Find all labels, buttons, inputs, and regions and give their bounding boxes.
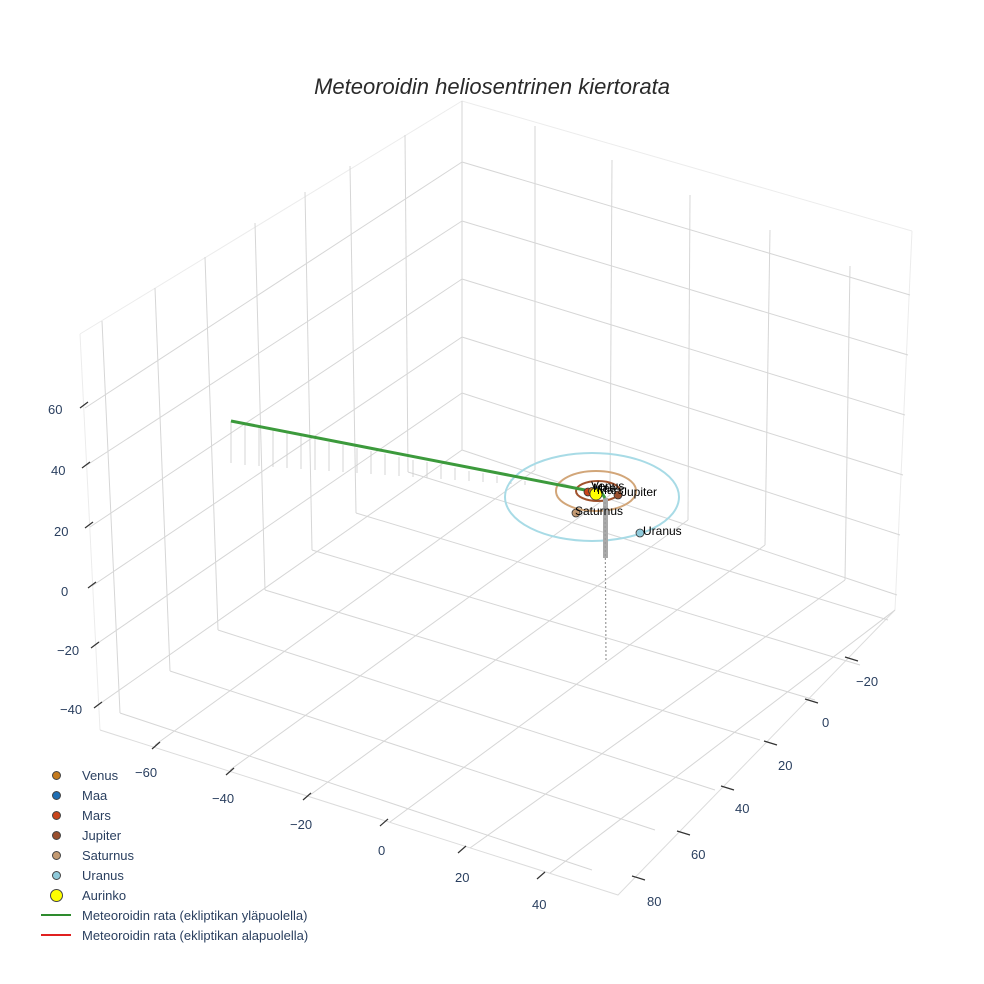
label-uranus: Uranus xyxy=(643,524,682,538)
z-tick-label: −40 xyxy=(60,702,82,717)
legend-label: Meteoroidin rata (ekliptikan yläpuolella… xyxy=(82,907,308,923)
y-tick-label: 80 xyxy=(647,894,661,909)
legend-item-uranus[interactable]: Uranus xyxy=(36,865,308,885)
legend-item-mars[interactable]: Mars xyxy=(36,805,308,825)
left-wall-grid xyxy=(84,134,463,714)
legend-item-jupiter[interactable]: Jupiter xyxy=(36,825,308,845)
label-jupiter: Jupiter xyxy=(621,485,657,499)
green-line-icon xyxy=(41,914,71,916)
y-tick-label: 0 xyxy=(822,715,829,730)
saturnus-orbit xyxy=(555,470,637,512)
legend-label: Venus xyxy=(82,767,119,783)
legend-item-path-above[interactable]: Meteoroidin rata (ekliptikan yläpuolella… xyxy=(36,905,308,925)
z-tick-label: 40 xyxy=(51,463,65,478)
orbits xyxy=(504,452,680,542)
saturnus-marker[interactable] xyxy=(571,508,581,518)
x-tick-label: 20 xyxy=(455,870,469,885)
legend-item-path-below[interactable]: Meteoroidin rata (ekliptikan alapuolella… xyxy=(36,925,308,945)
x-axis: −60 −40 −20 0 20 40 xyxy=(135,741,546,912)
label-saturnus: Saturnus xyxy=(575,504,623,518)
sun-marker[interactable] xyxy=(589,487,603,501)
legend-item-aurinko[interactable]: Aurinko xyxy=(36,885,308,905)
x-tick-label: −40 xyxy=(212,791,234,806)
planets xyxy=(571,486,645,538)
uranus-marker[interactable] xyxy=(635,528,645,538)
legend: Venus Maa Mars Jupiter Saturnus Uranus A… xyxy=(36,765,308,945)
planet-labels: Venus Maa Mars Jupiter Saturnus Uranus xyxy=(575,479,682,538)
red-line-icon xyxy=(41,934,71,936)
y-tick-label: −20 xyxy=(856,674,878,689)
z-tick-label: 60 xyxy=(48,402,62,417)
uranus-orbit xyxy=(504,452,680,542)
chart-title: Meteoroidin heliosentrinen kiertorata xyxy=(314,74,670,99)
jupiter-orbit xyxy=(575,480,621,502)
jupiter-marker[interactable] xyxy=(613,490,623,500)
x-tick-label: −60 xyxy=(135,765,157,780)
legend-item-maa[interactable]: Maa xyxy=(36,785,308,805)
mars-dot-icon xyxy=(51,810,61,820)
z-tick-label: 0 xyxy=(61,584,68,599)
right-wall-grid xyxy=(461,126,911,596)
legend-label: Jupiter xyxy=(82,827,122,843)
label-venus: Venus xyxy=(591,479,624,493)
x-tick-label: 40 xyxy=(532,897,546,912)
y-tick-label: 40 xyxy=(735,801,749,816)
z-tick-label: 20 xyxy=(54,524,68,539)
legend-label: Aurinko xyxy=(82,887,127,903)
saturnus-dot-icon xyxy=(51,850,61,860)
legend-item-saturnus[interactable]: Saturnus xyxy=(36,845,308,865)
y-axis: −20 0 20 40 60 80 xyxy=(631,656,878,909)
venus-dot-icon xyxy=(51,770,61,780)
legend-label: Maa xyxy=(82,787,108,803)
z-axis: 60 40 20 0 −20 −40 xyxy=(48,401,103,717)
jupiter-dot-icon xyxy=(51,830,61,840)
x-tick-label: 0 xyxy=(378,843,385,858)
y-tick-label: 20 xyxy=(778,758,792,773)
drop-lines xyxy=(230,421,526,485)
y-tick-label: 60 xyxy=(691,847,705,862)
sun-dot-icon xyxy=(49,888,63,902)
legend-item-venus[interactable]: Venus xyxy=(36,765,308,785)
z-tick-label: −20 xyxy=(57,643,79,658)
legend-label: Uranus xyxy=(82,867,124,883)
legend-label: Saturnus xyxy=(82,847,135,863)
uranus-dot-icon xyxy=(51,870,61,880)
legend-label: Mars xyxy=(82,807,111,823)
label-maa: Maa xyxy=(593,481,617,495)
maa-dot-icon xyxy=(51,790,61,800)
label-mars: Mars xyxy=(597,483,624,497)
vertical-drop-bundle xyxy=(603,497,608,663)
floor-grid xyxy=(119,469,896,874)
x-tick-label: −20 xyxy=(290,817,312,832)
legend-label: Meteoroidin rata (ekliptikan alapuolella… xyxy=(82,927,309,943)
